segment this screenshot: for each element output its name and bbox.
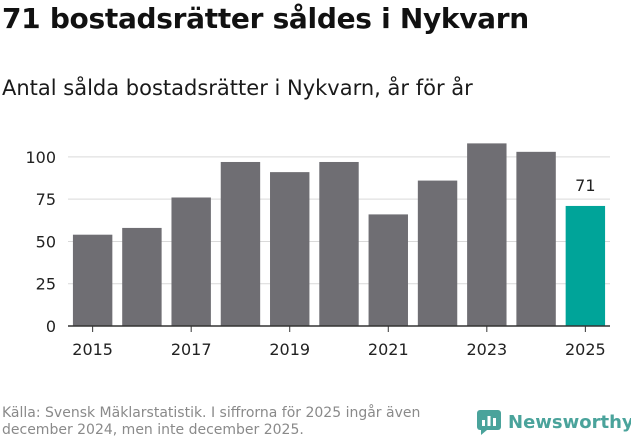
bar <box>122 227 162 326</box>
y-tick-label: 100 <box>25 148 56 167</box>
brand-logo[interactable]: Newsworthy <box>476 407 631 437</box>
bar <box>319 161 359 326</box>
y-tick-label: 0 <box>46 317 56 336</box>
y-tick-label: 25 <box>36 275 56 294</box>
bar <box>270 172 310 326</box>
y-tick-label: 50 <box>36 232 56 251</box>
bar <box>467 143 507 326</box>
bar <box>368 214 408 326</box>
y-tick-label: 75 <box>36 190 56 209</box>
x-tick-label: 2025 <box>565 340 606 359</box>
bar <box>220 161 261 326</box>
chart-title: 71 bostadsrätter såldes i Nykvarn <box>2 2 529 35</box>
bar <box>516 151 556 326</box>
x-tick-label: 2019 <box>269 340 310 359</box>
data-label: 71 <box>575 176 595 195</box>
newsworthy-logo-icon <box>477 410 501 435</box>
brand-name: Newsworthy <box>508 411 631 433</box>
x-tick-label: 2023 <box>466 340 507 359</box>
x-tick-label: 2017 <box>171 340 212 359</box>
bar <box>565 205 606 326</box>
x-tick-label: 2015 <box>72 340 113 359</box>
bar-chart: 0 25 50 75 100 2015 2017 2019 2021 2023 2025 71 <box>25 143 610 359</box>
x-tick-label: 2021 <box>368 340 409 359</box>
source-note: Källa: Svensk Mäklarstatistik. I siffror… <box>2 405 421 438</box>
bar <box>417 180 458 326</box>
chart-subtitle: Antal sålda bostadsrätter i Nykvarn, år … <box>2 76 473 100</box>
bar <box>72 234 113 326</box>
bar <box>171 197 211 326</box>
